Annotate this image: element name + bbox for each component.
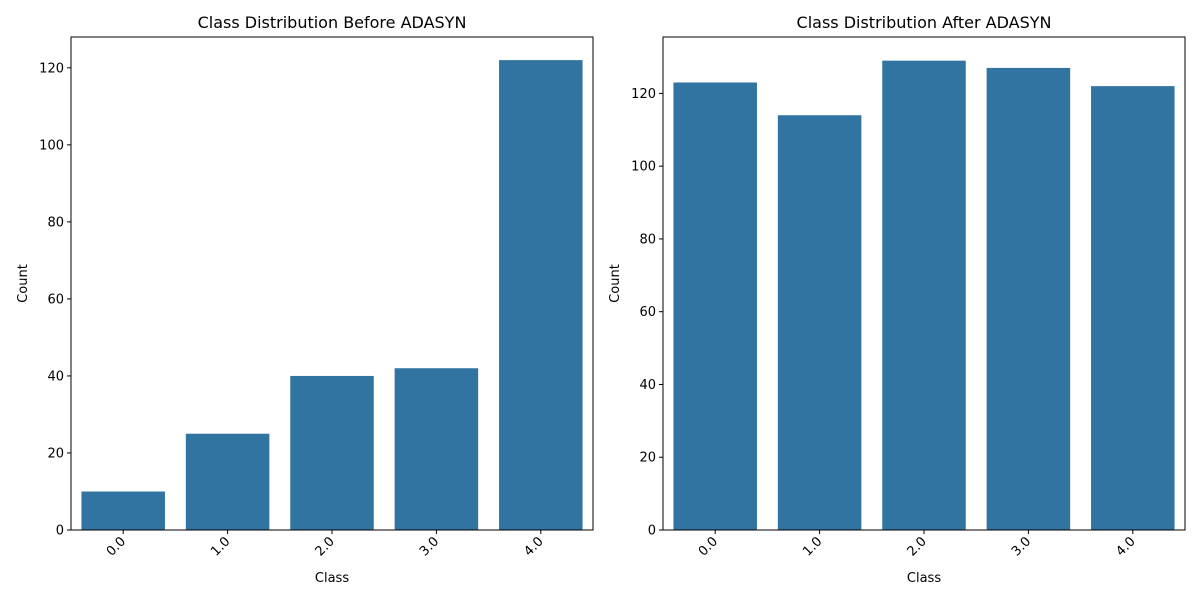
y-tick-label: 60	[639, 305, 656, 320]
y-tick-label: 20	[47, 446, 64, 461]
bar	[673, 82, 757, 530]
y-tick-label: 80	[47, 215, 64, 230]
bar-group	[673, 60, 1175, 531]
chart-before-adasyn: Class Distribution Before ADASYN Class C…	[16, 13, 594, 586]
y-tick-label: 40	[639, 378, 656, 393]
x-tick-label: 2.0	[905, 534, 930, 559]
x-axis-ticks: 0.0 1.0 2.0 3.0 4.0	[696, 530, 1139, 559]
y-tick-label: 0	[648, 524, 656, 539]
x-axis-label: Class	[315, 571, 349, 586]
y-tick-label: 120	[631, 87, 656, 102]
y-tick-label: 80	[639, 232, 656, 247]
x-tick-label: 0.0	[696, 534, 721, 559]
chart-title: Class Distribution After ADASYN	[797, 13, 1052, 32]
y-tick-label: 20	[639, 451, 656, 466]
y-tick-label: 100	[631, 160, 656, 175]
plot-frame	[70, 36, 594, 531]
y-tick-label: 100	[39, 138, 64, 153]
chart-title: Class Distribution Before ADASYN	[198, 13, 467, 32]
y-axis-label: Count	[16, 264, 31, 303]
y-tick-label: 0	[56, 524, 64, 539]
y-tick-label: 120	[39, 61, 64, 76]
y-tick-label: 60	[47, 292, 64, 307]
x-tick-label: 1.0	[208, 534, 233, 559]
y-tick-label: 40	[47, 369, 64, 384]
x-tick-label: 0.0	[104, 534, 129, 559]
bar	[499, 60, 583, 530]
x-axis-ticks: 0.0 1.0 2.0 3.0 4.0	[104, 530, 547, 559]
x-tick-label: 3.0	[1009, 534, 1034, 559]
y-axis-label: Count	[608, 264, 623, 303]
plot-frame	[662, 36, 1186, 531]
bar	[986, 67, 1071, 530]
x-tick-label: 3.0	[417, 534, 442, 559]
x-tick-label: 1.0	[800, 534, 825, 559]
x-tick-label: 4.0	[1113, 534, 1138, 559]
x-axis-label: Class	[907, 571, 941, 586]
bar	[777, 115, 862, 530]
bar	[81, 491, 165, 530]
bar	[394, 368, 479, 530]
bar	[882, 60, 966, 530]
bar-group	[81, 60, 583, 530]
bar	[290, 375, 374, 530]
bar	[1091, 86, 1175, 531]
bar	[185, 433, 270, 530]
x-tick-label: 4.0	[521, 534, 546, 559]
chart-after-adasyn: Class Distribution After ADASYN Class Co…	[608, 13, 1186, 586]
x-tick-label: 2.0	[313, 534, 338, 559]
y-axis-ticks: 0 20 40 60 80 100 120	[39, 61, 71, 539]
y-axis-ticks: 0 20 40 60 80 100 120	[631, 87, 663, 539]
